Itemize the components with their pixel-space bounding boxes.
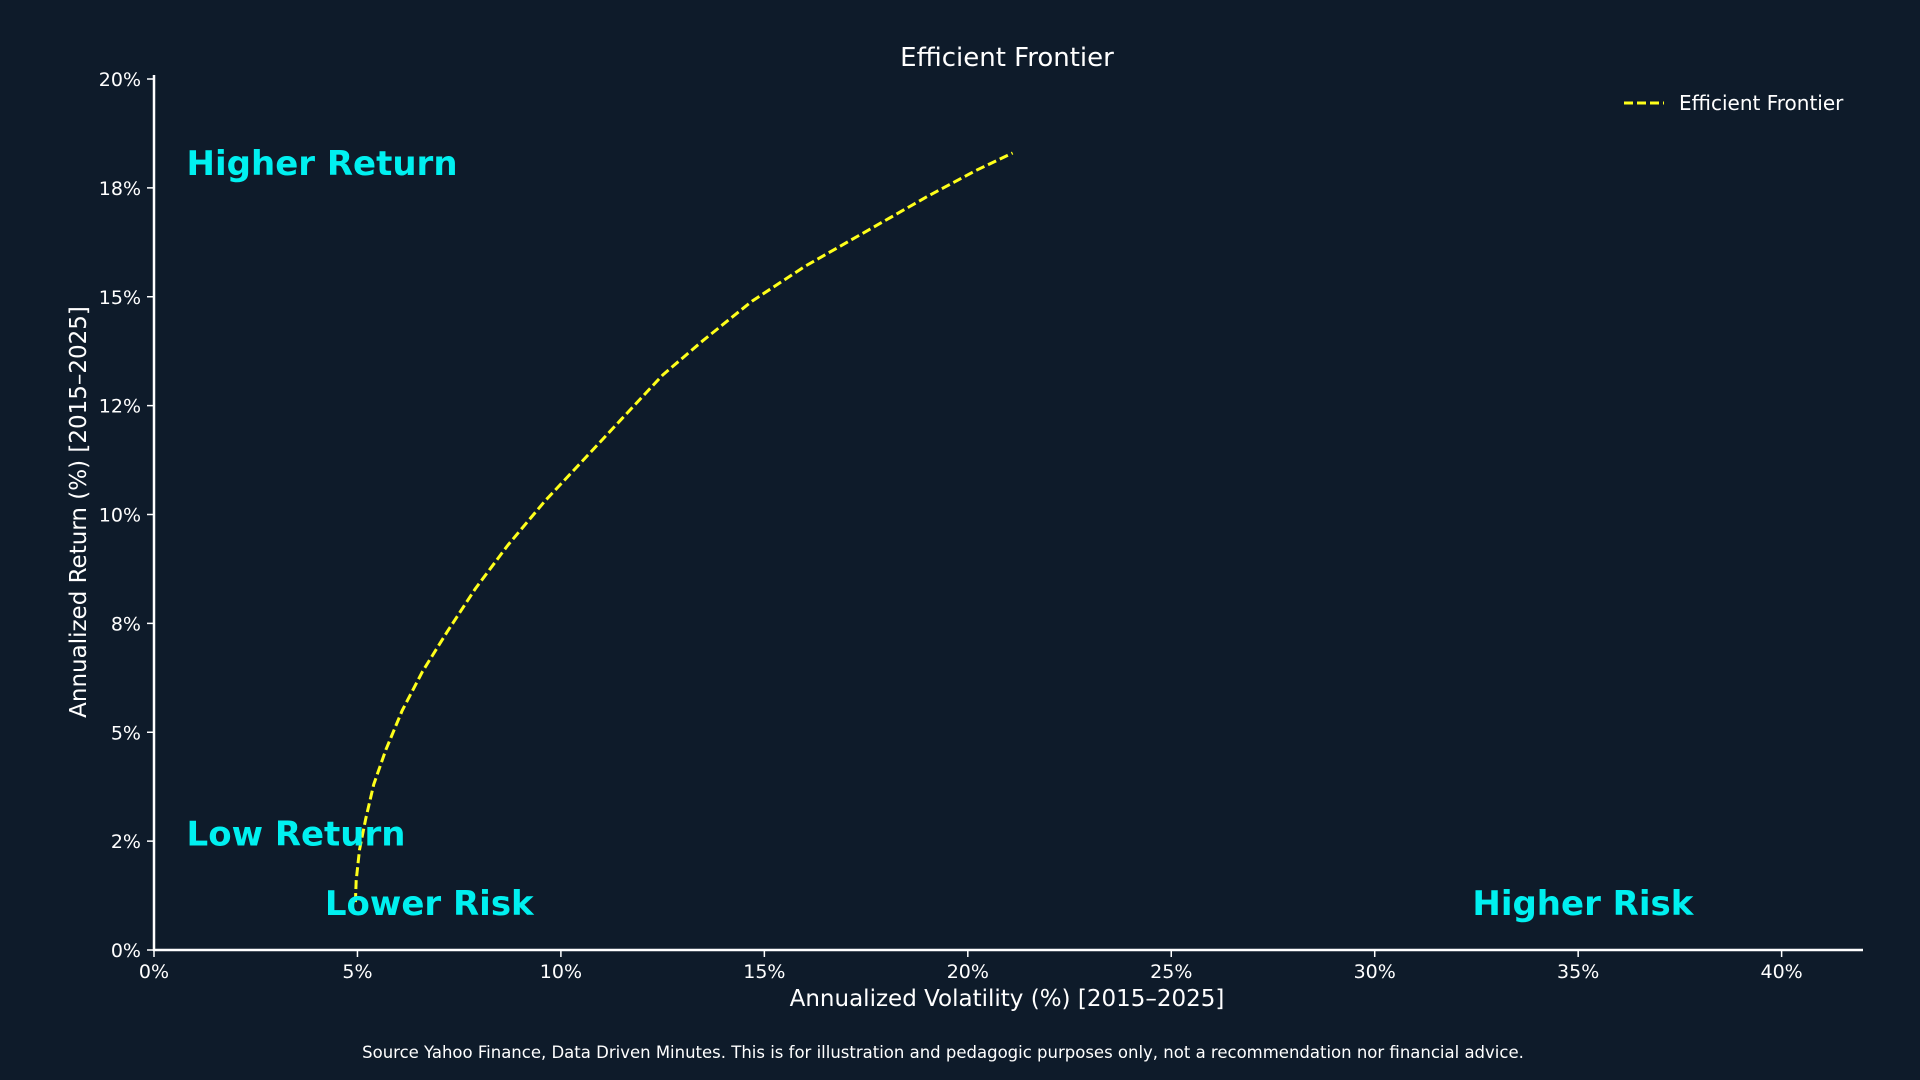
x-tick-label: 15% — [743, 961, 785, 983]
y-tick-label: 8% — [111, 613, 141, 635]
x-axis-title: Annualized Volatility (%) [2015–2025] — [790, 986, 1225, 1012]
annotation-label: Higher Return — [187, 144, 458, 184]
y-tick-label: 18% — [99, 178, 141, 200]
x-tick-label: 20% — [947, 961, 989, 983]
chart-title: Efficient Frontier — [900, 43, 1114, 73]
y-tick-label: 20% — [99, 69, 141, 91]
y-tick-label: 0% — [111, 940, 141, 962]
annotation-label: Higher Risk — [1472, 884, 1694, 924]
annotation-label: Low Return — [187, 814, 406, 854]
legend: Efficient Frontier — [1624, 91, 1844, 115]
x-tick-label: 10% — [540, 961, 582, 983]
footnote: Source Yahoo Finance, Data Driven Minute… — [362, 1043, 1524, 1062]
annotation-layer: Higher Return Low Return Lower Risk Higher … — [187, 144, 1695, 924]
y-tick-label: 12% — [99, 396, 141, 418]
series-layer — [353, 151, 1014, 903]
y-axis-title: Annualized Return (%) [2015–2025] — [66, 306, 92, 718]
x-tick-label: 30% — [1354, 961, 1396, 983]
y-tick-label: 5% — [111, 722, 141, 744]
x-tick-label: 40% — [1761, 961, 1803, 983]
y-tick-label: 10% — [99, 505, 141, 527]
x-tick-label: 0% — [139, 961, 169, 983]
x-tick-label: 5% — [342, 961, 372, 983]
y-tick-label: 2% — [111, 831, 141, 853]
x-tick-label: 35% — [1557, 961, 1599, 983]
series-line-efficient-frontier — [353, 151, 1014, 903]
y-axis-ticks: 0% 2% 5% 8% 10% 12% 15% 18% 20% — [99, 69, 154, 962]
x-axis-ticks: 0% 5% 10% 15% 20% 25% 30% 35% 40% — [139, 950, 1803, 983]
annotation-label: Lower Risk — [325, 884, 535, 924]
y-tick-label: 15% — [99, 287, 141, 309]
legend-label-efficient-frontier: Efficient Frontier — [1679, 91, 1844, 115]
x-tick-label: 25% — [1150, 961, 1192, 983]
